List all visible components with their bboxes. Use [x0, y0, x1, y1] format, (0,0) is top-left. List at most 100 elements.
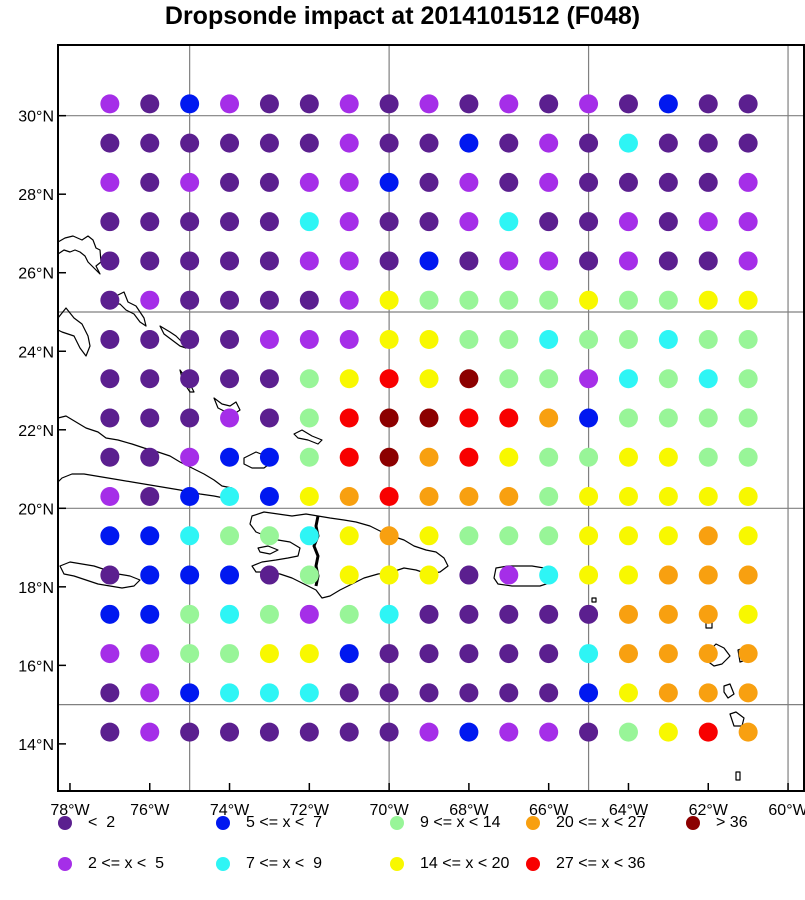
legend-item: 14 <= x < 20	[390, 855, 509, 873]
impact-point	[140, 369, 160, 389]
impact-point	[459, 290, 479, 310]
impact-point	[579, 683, 599, 703]
impact-point	[259, 94, 279, 114]
impact-point	[459, 369, 479, 389]
impact-point	[738, 369, 758, 389]
impact-markers	[100, 94, 758, 742]
impact-point	[100, 683, 120, 703]
impact-point	[259, 487, 279, 507]
impact-point	[658, 369, 678, 389]
y-tick-label: 26°N	[18, 266, 54, 283]
impact-point	[100, 487, 120, 507]
x-tick-label: 78°W	[50, 802, 90, 819]
legend-label: 14 <= x < 20	[420, 855, 510, 872]
impact-point	[100, 604, 120, 624]
impact-point	[499, 683, 519, 703]
impact-point	[259, 369, 279, 389]
impact-point	[379, 604, 399, 624]
legend-label: 9 <= x < 14	[420, 814, 501, 831]
legend-item: 7 <= x < 9	[216, 855, 322, 873]
legend-item: < 2	[58, 814, 115, 832]
impact-point	[618, 133, 638, 153]
legend-item: 20 <= x < 27	[526, 814, 645, 832]
coastline-barbados-grenadines	[735, 771, 741, 781]
impact-point	[579, 369, 599, 389]
y-tick-label: 28°N	[18, 187, 54, 204]
impact-point	[658, 683, 678, 703]
impact-point	[259, 290, 279, 310]
impact-point	[539, 369, 559, 389]
legend-item: 5 <= x < 7	[216, 814, 322, 832]
impact-point	[499, 644, 519, 664]
impact-point	[299, 722, 319, 742]
impact-point	[339, 487, 359, 507]
impact-point	[100, 644, 120, 664]
x-tick-label: 60°W	[768, 802, 805, 819]
impact-point	[499, 487, 519, 507]
impact-point	[419, 644, 439, 664]
impact-point	[140, 172, 160, 192]
impact-point	[140, 447, 160, 467]
impact-point	[419, 94, 439, 114]
impact-point	[579, 94, 599, 114]
impact-point	[220, 290, 240, 310]
impact-point	[220, 526, 240, 546]
impact-point	[579, 329, 599, 349]
impact-point	[459, 644, 479, 664]
impact-point	[379, 683, 399, 703]
impact-point	[299, 683, 319, 703]
impact-point	[738, 251, 758, 271]
impact-point	[220, 565, 240, 585]
impact-point	[379, 408, 399, 428]
impact-point	[180, 329, 200, 349]
legend-swatch	[58, 816, 72, 830]
impact-point	[579, 565, 599, 585]
legend-label: 5 <= x < 7	[246, 814, 323, 831]
impact-point	[299, 172, 319, 192]
impact-point	[379, 487, 399, 507]
impact-point	[459, 94, 479, 114]
y-axis-ticks: 30°N 28°N 26°N 24°N 22°N 20°N 18°N 16°N 14°N	[18, 109, 66, 754]
coastline-anguilla	[591, 597, 597, 603]
impact-point	[499, 94, 519, 114]
legend-item: 2 <= x < 5	[58, 855, 164, 873]
impact-point	[658, 604, 678, 624]
y-tick-label: 16°N	[18, 658, 54, 675]
impact-point	[339, 604, 359, 624]
x-tick-label: 68°W	[449, 802, 489, 819]
plot-frame	[57, 44, 805, 792]
impact-point	[140, 251, 160, 271]
impact-point	[738, 94, 758, 114]
impact-point	[259, 447, 279, 467]
y-tick-label: 22°N	[18, 423, 54, 440]
impact-point	[259, 565, 279, 585]
impact-point	[100, 565, 120, 585]
x-tick-label: 70°W	[369, 802, 409, 819]
impact-point	[140, 212, 160, 232]
coastline-bahamas-abaco	[107, 291, 147, 327]
impact-point	[220, 487, 240, 507]
impact-point	[459, 604, 479, 624]
impact-point	[100, 251, 120, 271]
impact-point	[259, 212, 279, 232]
impact-point	[579, 447, 599, 467]
impact-point	[459, 212, 479, 232]
legend-item: > 36	[686, 814, 748, 832]
impact-point	[299, 212, 319, 232]
x-tick-label: 62°W	[689, 802, 729, 819]
impact-point	[539, 329, 559, 349]
impact-point	[299, 290, 319, 310]
impact-point	[579, 722, 599, 742]
impact-point	[698, 604, 718, 624]
impact-point	[339, 290, 359, 310]
impact-point	[339, 329, 359, 349]
impact-point	[220, 644, 240, 664]
impact-point	[459, 722, 479, 742]
impact-point	[220, 408, 240, 428]
impact-point	[379, 290, 399, 310]
impact-point	[658, 644, 678, 664]
impact-point	[100, 172, 120, 192]
impact-point	[180, 369, 200, 389]
impact-point	[738, 329, 758, 349]
